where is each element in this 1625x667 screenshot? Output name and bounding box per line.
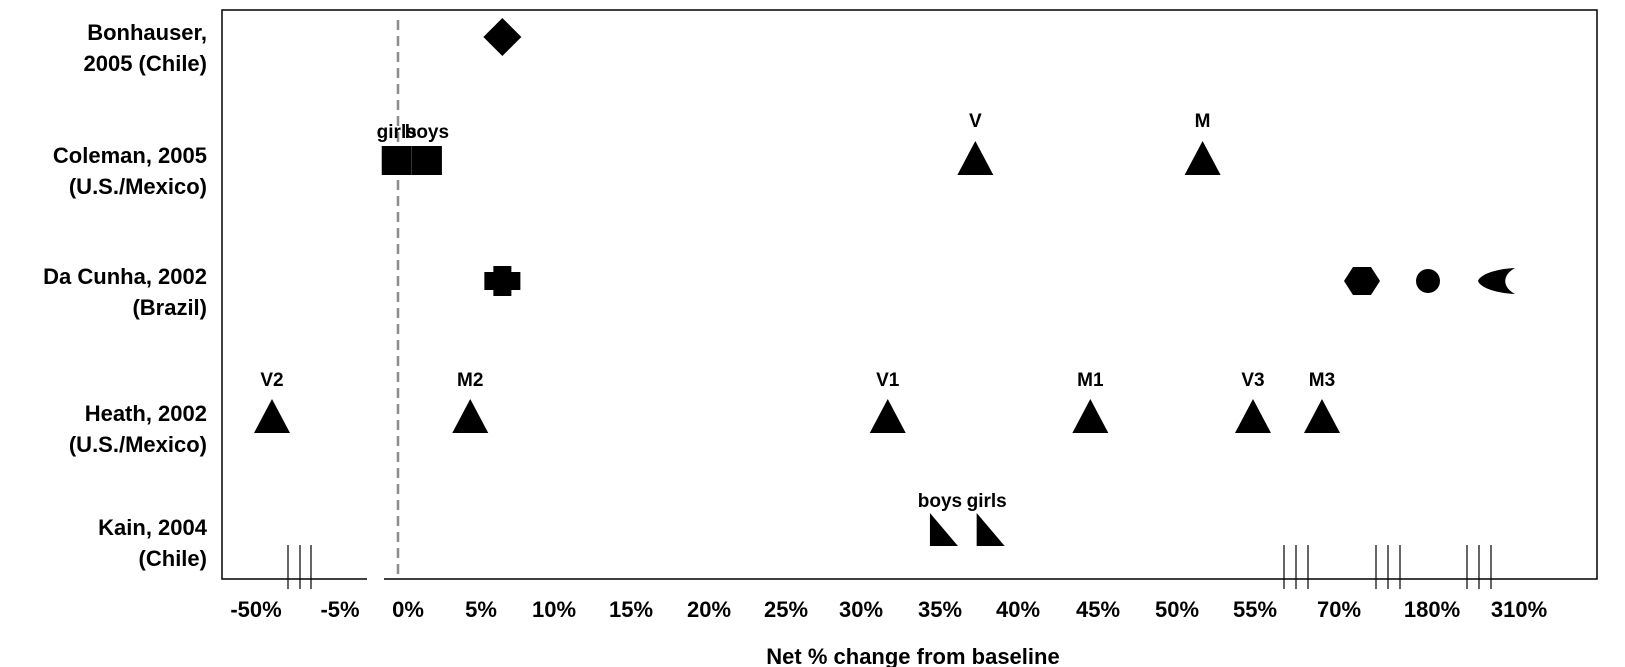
study-label-line: Heath, 2002 <box>85 401 207 426</box>
x-tick-label: 310% <box>1491 597 1547 622</box>
triangle-marker <box>254 399 290 433</box>
x-axis-label: Net % change from baseline <box>766 644 1059 667</box>
marker-label: V1 <box>876 370 900 391</box>
right-triangle-marker <box>929 513 958 546</box>
marker-label: boys <box>918 491 962 512</box>
cross-marker <box>484 266 521 296</box>
study-label-line: (Chile) <box>139 546 207 571</box>
x-tick-labels: -50% -5% 0% 5% 10% 15% 20% 25% 30% 35% 40% 45% 50% 55… <box>230 597 1547 622</box>
x-tick-label: -50% <box>230 597 281 622</box>
x-tick-label: 40% <box>996 597 1040 622</box>
triangle-marker <box>869 399 906 433</box>
x-tick-label: 0% <box>392 597 424 622</box>
data-markers <box>254 18 1515 546</box>
x-tick-label: -5% <box>320 597 359 622</box>
marker-label: girls <box>967 491 1007 512</box>
crescent-marker <box>1478 268 1515 294</box>
square-marker <box>411 146 442 175</box>
plot-area <box>221 9 1598 580</box>
marker-label: girls <box>377 122 417 143</box>
study-label: Kain, 2004 (Chile) <box>98 515 208 571</box>
study-label-line: Bonhauser, <box>87 20 207 45</box>
triangle-marker <box>1184 141 1221 175</box>
study-label: Coleman, 2005 (U.S./Mexico) <box>53 143 207 199</box>
marker-label: M2 <box>457 370 483 391</box>
marker-label: V2 <box>260 370 283 391</box>
study-label-line: Kain, 2004 <box>98 515 208 540</box>
study-label-line: Coleman, 2005 <box>53 143 207 168</box>
x-tick-label: 15% <box>609 597 653 622</box>
x-tick-label: 70% <box>1317 597 1361 622</box>
triangle-marker <box>1304 399 1340 433</box>
marker-label: V3 <box>1241 370 1264 391</box>
axis-gap <box>367 576 384 582</box>
study-label-line: 2005 (Chile) <box>84 51 208 76</box>
triangle-marker <box>1072 399 1109 433</box>
study-label-line: Da Cunha, 2002 <box>43 264 207 289</box>
x-tick-label: 45% <box>1076 597 1120 622</box>
triangle-marker <box>452 399 489 433</box>
x-tick-label: 55% <box>1233 597 1277 622</box>
x-tick-label: 25% <box>764 597 808 622</box>
study-label-line: (Brazil) <box>132 295 207 320</box>
triangle-marker <box>1235 399 1271 433</box>
study-label: Da Cunha, 2002 (Brazil) <box>43 264 207 320</box>
x-tick-label: 35% <box>918 597 962 622</box>
marker-label: V <box>969 111 982 132</box>
study-label-line: (U.S./Mexico) <box>69 432 207 457</box>
square-marker <box>381 146 412 175</box>
diamond-marker <box>483 18 522 56</box>
axis-breaks <box>287 545 1492 589</box>
x-tick-label: 180% <box>1404 597 1460 622</box>
circle-marker <box>1416 269 1440 293</box>
triangle-marker <box>957 141 994 175</box>
x-tick-label: 20% <box>687 597 731 622</box>
marker-label: M <box>1195 111 1211 132</box>
marker-label: boys <box>405 122 449 143</box>
study-label: Heath, 2002 (U.S./Mexico) <box>69 401 207 457</box>
x-tick-label: 10% <box>532 597 576 622</box>
study-label: Bonhauser, 2005 (Chile) <box>84 20 208 76</box>
right-triangle-marker <box>976 513 1005 546</box>
x-tick-label: 50% <box>1155 597 1199 622</box>
x-tick-label: 30% <box>839 597 883 622</box>
study-label-line: (U.S./Mexico) <box>69 174 207 199</box>
marker-label: M3 <box>1309 370 1335 391</box>
hexagon-marker <box>1344 267 1380 295</box>
marker-label: M1 <box>1077 370 1104 391</box>
x-tick-label: 5% <box>465 597 497 622</box>
study-labels: Bonhauser, 2005 (Chile) Coleman, 2005 (U.S.… <box>43 20 208 571</box>
